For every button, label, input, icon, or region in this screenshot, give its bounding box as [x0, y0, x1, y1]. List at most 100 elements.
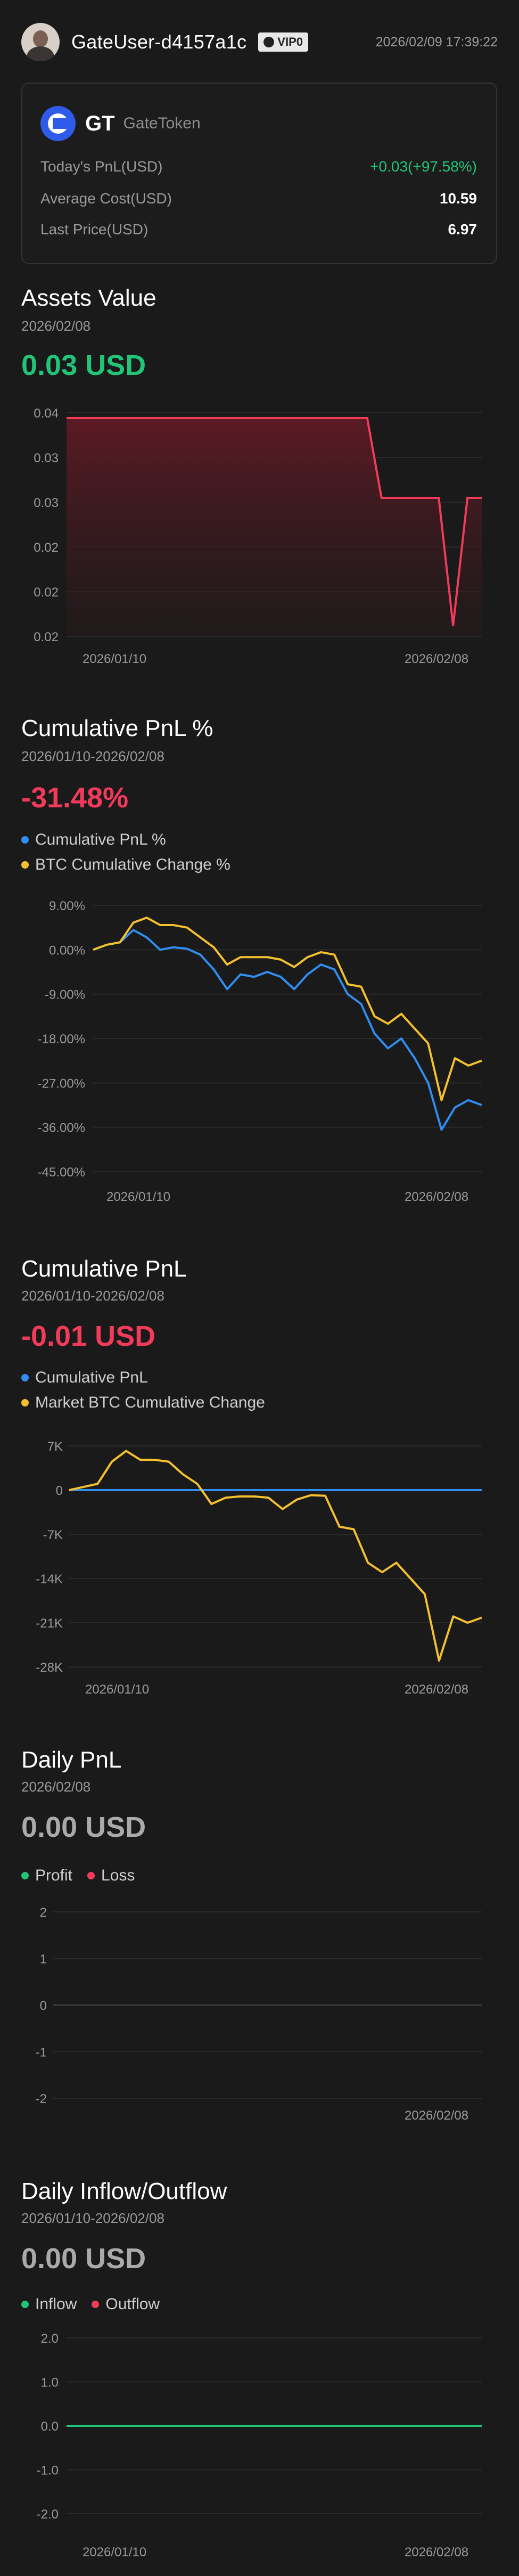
inflow-value: 0.00 USD	[21, 2243, 146, 2275]
y-tick-label: -1.0	[37, 2464, 59, 2478]
y-tick-label: 0.02	[34, 541, 59, 555]
y-tick-label: -36.00%	[38, 1121, 85, 1135]
y-tick-label: 0.00%	[49, 943, 85, 958]
yellow-dot-icon	[21, 1399, 29, 1406]
cum-pnl-pct-value: -31.48%	[21, 782, 129, 814]
y-tick-label: -18.00%	[38, 1032, 85, 1046]
legend-label: Loss	[101, 1867, 135, 1884]
x-tick-label: 2026/02/08	[405, 1682, 468, 1697]
y-tick-label: 0.0	[41, 2419, 59, 2434]
cum-pnl-pct-date: 2026/01/10-2026/02/08	[21, 748, 164, 764]
last-price-label: Last Price(USD)	[40, 221, 149, 238]
cum-pnl-chart[interactable]: 7K 0 -7K -14K -21K -28K 2026/01/10 2026/02/08	[0, 1427, 519, 1710]
average-cost-label: Average Cost(USD)	[40, 190, 172, 207]
daily-pnl-chart[interactable]: 2 1 0 -1 -2 2026/02/08	[0, 1901, 519, 2130]
cum-pnl-value: -0.01 USD	[21, 1320, 156, 1352]
legend-label: BTC Cumulative Change %	[35, 856, 230, 873]
token-card: GT GateToken Today's PnL(USD) +0.03(+97.…	[21, 83, 497, 264]
y-tick-label: -2.0	[37, 2507, 59, 2522]
y-tick-label: 7K	[47, 1440, 63, 1454]
daily-pnl-value: 0.00 USD	[21, 1811, 146, 1843]
daily-pnl-date: 2026/02/08	[21, 1779, 91, 1795]
y-tick-label: 0.03	[34, 451, 59, 465]
series-line-2	[69, 1450, 482, 1662]
y-tick-label: 2.0	[41, 2332, 59, 2346]
vip-label: VIP0	[277, 35, 303, 48]
x-tick-label: 2026/02/08	[405, 652, 468, 666]
daily-pnl-title: Daily PnL	[21, 1747, 122, 1773]
y-tick-label: 2	[40, 1906, 47, 1920]
assets-title: Assets Value	[21, 285, 156, 311]
todays-pnl-row: Today's PnL(USD) +0.03(+97.58%)	[40, 158, 477, 175]
last-price-row: Last Price(USD) 6.97	[40, 221, 477, 238]
legend-outflow[interactable]: Outflow	[92, 2295, 160, 2313]
username: GateUser-d4157a1c	[71, 31, 247, 53]
y-tick-label: -14K	[36, 1572, 63, 1587]
y-tick-label: 0	[56, 1484, 63, 1498]
cum-pnl-pct-chart[interactable]: 9.00% 0.00% -9.00% -18.00% -27.00% -36.00% -45…	[0, 889, 519, 1220]
assets-date: 2026/02/08	[21, 318, 91, 334]
y-tick-label: 1	[40, 1952, 47, 1967]
y-tick-label: 0.02	[34, 585, 59, 600]
vip-badge: VIP0	[258, 32, 308, 52]
assets-value-chart[interactable]: 0.04 0.03 0.03 0.02 0.02 0.02 2026/01/10 2026/0…	[0, 394, 519, 682]
y-tick-label: 0.04	[34, 406, 59, 421]
avatar[interactable]	[21, 23, 60, 61]
x-tick-label: 2026/02/08	[405, 2108, 468, 2123]
y-tick-label: 0.03	[34, 496, 59, 510]
inflow-date: 2026/01/10-2026/02/08	[21, 2210, 164, 2226]
todays-pnl-value: +0.03(+97.58%)	[370, 158, 477, 175]
y-tick-label: -9.00%	[45, 988, 85, 1002]
daily-pnl-legend: Profit Loss	[21, 1867, 150, 1885]
timestamp: 2026/02/09 17:39:22	[375, 34, 498, 50]
legend-loss[interactable]: Loss	[87, 1867, 135, 1885]
x-tick-label: 2026/01/10	[106, 1190, 170, 1204]
last-price-value: 6.97	[448, 221, 477, 238]
y-tick-label: -2	[36, 2092, 47, 2106]
y-tick-label: -45.00%	[38, 1165, 85, 1180]
x-tick-label: 2026/01/10	[85, 1682, 149, 1697]
legend-inflow[interactable]: Inflow	[21, 2295, 77, 2313]
y-tick-label: -28K	[36, 1661, 63, 1675]
cum-pnl-pct-legend-1[interactable]: Cumulative PnL %	[21, 831, 166, 849]
cum-pnl-legend-2[interactable]: Market BTC Cumulative Change	[21, 1394, 265, 1412]
series-line-2	[93, 917, 482, 1101]
blue-dot-icon	[21, 836, 29, 844]
y-tick-label: -21K	[36, 1616, 63, 1631]
x-tick-label: 2026/01/10	[83, 2545, 146, 2559]
assets-line	[67, 417, 482, 626]
blue-dot-icon	[21, 1374, 29, 1381]
x-tick-label: 2026/02/08	[405, 1190, 468, 1204]
gatetoken-logo-icon	[40, 106, 76, 141]
y-tick-label: -27.00%	[38, 1076, 85, 1091]
y-tick-label: 9.00%	[49, 899, 85, 913]
legend-label: Profit	[35, 1867, 73, 1884]
y-tick-label: 0.02	[34, 630, 59, 644]
cum-pnl-pct-title: Cumulative PnL %	[21, 715, 213, 741]
vip-icon	[263, 37, 275, 47]
inflow-title: Daily Inflow/Outflow	[21, 2178, 227, 2204]
user-header: GateUser-d4157a1c VIP0 2026/02/09 17:39:…	[21, 22, 498, 62]
average-cost-row: Average Cost(USD) 10.59	[40, 190, 477, 207]
y-tick-label: 0	[40, 1999, 47, 2013]
token-symbol: GT	[85, 111, 115, 135]
cum-pnl-pct-legend-2[interactable]: BTC Cumulative Change %	[21, 856, 230, 874]
assets-value: 0.03 USD	[21, 349, 146, 381]
inflow-legend: Inflow Outflow	[21, 2295, 175, 2313]
inflow-outflow-chart[interactable]: 2.0 1.0 0.0 -1.0 -2.0 2026/01/10 2026/02/08	[0, 2322, 519, 2572]
x-tick-label: 2026/01/10	[83, 652, 146, 666]
y-tick-label: -1	[36, 2046, 47, 2060]
legend-label: Inflow	[35, 2295, 77, 2313]
y-tick-label: 1.0	[41, 2376, 59, 2390]
cum-pnl-title: Cumulative PnL	[21, 1256, 187, 1282]
legend-profit[interactable]: Profit	[21, 1867, 72, 1885]
cum-pnl-legend-1[interactable]: Cumulative PnL	[21, 1369, 148, 1387]
red-dot-icon	[87, 1872, 95, 1879]
legend-label: Market BTC Cumulative Change	[35, 1394, 265, 1411]
average-cost-value: 10.59	[439, 190, 477, 207]
red-dot-icon	[92, 2301, 100, 2308]
x-tick-label: 2026/02/08	[405, 2545, 468, 2559]
legend-label: Cumulative PnL %	[35, 831, 166, 848]
legend-label: Outflow	[105, 2295, 160, 2313]
green-dot-icon	[21, 1872, 29, 1879]
